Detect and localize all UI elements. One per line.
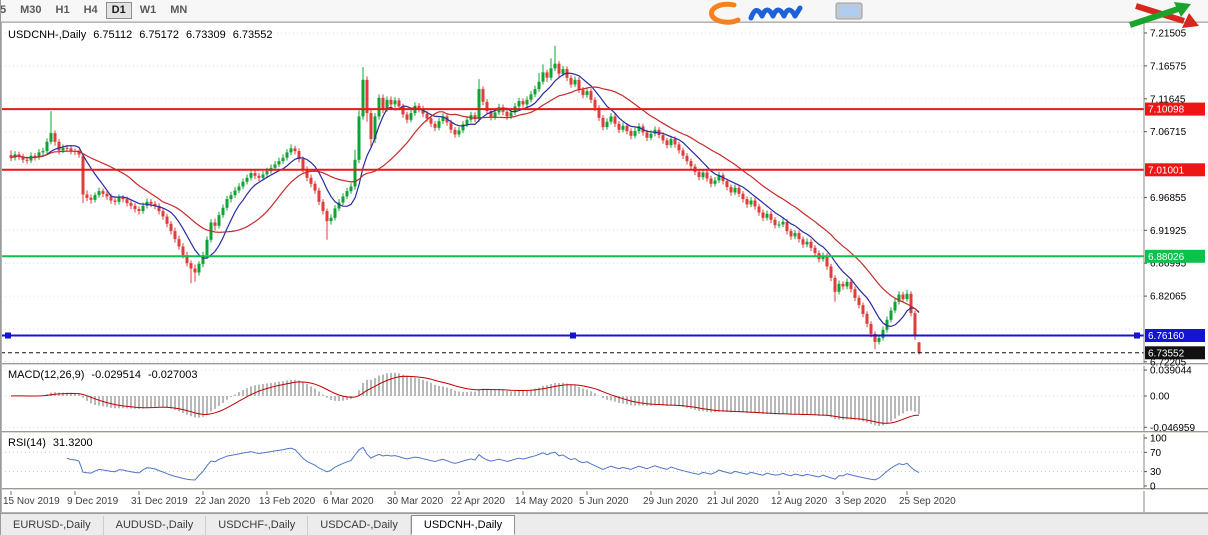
svg-text:-0.046959: -0.046959 [1150,423,1195,434]
svg-text:100: 100 [1150,434,1167,445]
svg-text:0.039044: 0.039044 [1150,366,1192,377]
svg-text:30: 30 [1150,467,1162,478]
chart-tab-usdchf[interactable]: USDCHF-,Daily [206,516,309,535]
svg-text:22 Apr 2020: 22 Apr 2020 [451,496,505,507]
chart-tabs: EURUSD-,Daily AUDUSD-,Daily USDCHF-,Daily U… [1,513,1208,535]
svg-text:29 Jun 2020: 29 Jun 2020 [643,496,698,507]
timeframe-button-m30[interactable]: M30 [20,4,42,16]
svg-text:22 Jan 2020: 22 Jan 2020 [195,496,250,507]
svg-text:6.72205: 6.72205 [1150,357,1187,368]
chart-tab-usdcad[interactable]: USDCAD-,Daily [308,516,411,535]
svg-text:6 Mar 2020: 6 Mar 2020 [323,496,374,507]
svg-text:6.73552: 6.73552 [1148,348,1185,359]
svg-text:70: 70 [1150,448,1162,459]
svg-text:13 Feb 2020: 13 Feb 2020 [259,496,316,507]
timeframe-button-d1[interactable]: D1 [105,2,132,19]
timeframe-button-w1[interactable]: W1 [139,4,157,16]
svg-text:6.88026: 6.88026 [1148,252,1185,263]
chart-window: 7.21505 7.16575 7.11645 7.06715 6.96855 6.919… [1,22,1208,513]
timeframe-button-5[interactable]: 5 [0,4,7,16]
svg-text:7.10098: 7.10098 [1148,105,1185,116]
svg-text:25 Sep 2020: 25 Sep 2020 [899,496,956,507]
chart-tab-audusd[interactable]: AUDUSD-,Daily [104,516,207,535]
svg-text:0: 0 [1150,482,1156,493]
svg-text:7.06715: 7.06715 [1150,127,1187,138]
svg-text:7.11645: 7.11645 [1150,94,1186,105]
svg-text:15 Nov 2019: 15 Nov 2019 [3,496,60,507]
timeframe-button-mn[interactable]: MN [170,4,188,16]
svg-text:31 Dec 2019: 31 Dec 2019 [131,496,188,507]
svg-text:7.01001: 7.01001 [1148,165,1185,176]
chart-canvas[interactable]: 7.21505 7.16575 7.11645 7.06715 6.96855 6.919… [1,22,1208,513]
svg-text:5 Jun 2020: 5 Jun 2020 [579,496,629,507]
svg-text:21 Jul 2020: 21 Jul 2020 [707,496,759,507]
timeframe-button-h4[interactable]: H4 [83,4,98,16]
svg-text:7.21505: 7.21505 [1150,29,1187,40]
svg-text:14 May 2020: 14 May 2020 [515,496,573,507]
svg-text:3 Sep 2020: 3 Sep 2020 [835,496,887,507]
svg-text:6.96855: 6.96855 [1150,193,1187,204]
svg-text:12 Aug 2020: 12 Aug 2020 [771,496,828,507]
chart-tab-usdcnh[interactable]: USDCNH-,Daily [410,515,516,535]
svg-text:7.16575: 7.16575 [1150,61,1187,72]
svg-text:0.00: 0.00 [1150,392,1170,403]
svg-text:6.82065: 6.82065 [1150,292,1187,303]
svg-text:6.91925: 6.91925 [1150,226,1187,237]
svg-text:9 Dec 2019: 9 Dec 2019 [67,496,119,507]
svg-text:6.76160: 6.76160 [1148,331,1185,342]
svg-text:30 Mar 2020: 30 Mar 2020 [387,496,444,507]
timeframe-button-h1[interactable]: H1 [55,4,70,16]
chart-tab-eurusd[interactable]: EURUSD-,Daily [1,516,104,535]
svg-text:6.86995: 6.86995 [1150,259,1187,270]
timeframe-toolbar: 5 M30 H1 H4 D1 W1 MN [1,0,1208,22]
